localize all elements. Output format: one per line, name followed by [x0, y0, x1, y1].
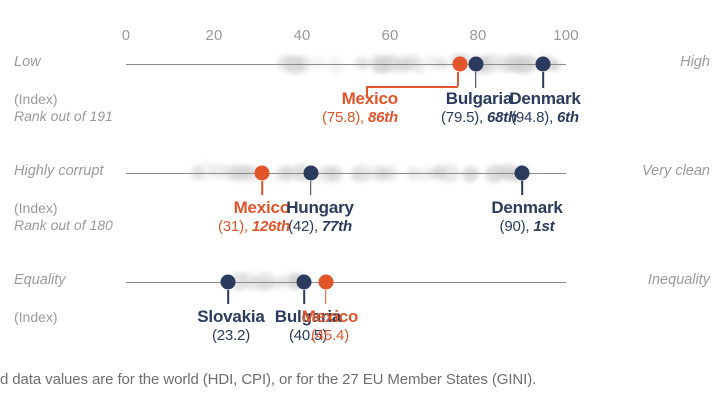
data-point-cpi-hungary[interactable]: [303, 166, 318, 181]
callout-hdi-mexico: Mexico (75.8), 86th: [238, 89, 398, 127]
chart-canvas: 0 20 40 60 80 100 Low High (Index) Rank out of 19…: [0, 0, 724, 404]
callout-rank: 6th: [557, 109, 579, 126]
density-dot: [270, 167, 285, 182]
callout-name: Denmark: [437, 198, 617, 217]
row-sublabel-index-cpi: (Index): [14, 200, 113, 217]
callout-stem: [475, 72, 477, 88]
data-point-gini-mexico[interactable]: [318, 275, 333, 290]
row-sublabel-hdi: (Index) Rank out of 191: [14, 91, 113, 125]
density-dot: [276, 54, 294, 72]
callout-value: (42), 77th: [230, 217, 410, 236]
callout-stem: [227, 290, 229, 304]
row-anchor-left-cpi: Highly corrupt: [14, 163, 103, 179]
callout-cpi-hungary: Hungary (42), 77th: [230, 198, 410, 236]
callout-name: Denmark: [455, 89, 635, 108]
axis-line-cpi: [126, 173, 566, 174]
footnote-text: d data values are for the world (HDI, CP…: [0, 371, 536, 388]
row-anchor-right-cpi: Very clean: [642, 163, 710, 179]
callout-value-number: (90),: [500, 218, 530, 235]
density-dot: [350, 167, 364, 181]
callout-name: Mexico: [240, 307, 420, 326]
density-dot: [460, 166, 477, 183]
axis-line-hdi: [126, 64, 566, 65]
data-point-hdi-bulgaria[interactable]: [468, 57, 483, 72]
row-sublabel-rank-cpi: Rank out of 180: [14, 217, 113, 234]
callout-value-number: (75.8),: [322, 109, 364, 126]
callout-name: Mexico: [238, 89, 398, 108]
data-point-hdi-mexico[interactable]: [452, 57, 467, 72]
axis-tick-label: 40: [293, 27, 310, 44]
density-dot: [239, 164, 255, 180]
elbow-vertical-near: [457, 72, 459, 86]
row-anchor-left-hdi: Low: [14, 54, 41, 70]
data-point-cpi-denmark[interactable]: [515, 166, 530, 181]
callout-value-number: (94.8),: [511, 109, 553, 126]
density-dot: [312, 55, 327, 70]
density-dot: [496, 165, 508, 177]
density-dot: [190, 167, 204, 181]
axis-tick-label: 0: [122, 27, 131, 44]
row-anchor-right-hdi: High: [680, 54, 710, 70]
row-anchor-right-gini: Inequality: [648, 272, 710, 288]
data-point-gini-slovakia[interactable]: [221, 275, 236, 290]
callout-name: Hungary: [230, 198, 410, 217]
data-point-hdi-denmark[interactable]: [536, 57, 551, 72]
callout-stem: [262, 181, 264, 195]
axis-tick-label: 60: [381, 27, 398, 44]
row-sublabel-index-hdi: (Index): [14, 91, 113, 108]
axis-tick-label: 20: [205, 27, 222, 44]
callout-stem: [542, 72, 544, 88]
axis-tick-label: 100: [553, 27, 579, 44]
callout-value: (45.4): [240, 326, 420, 345]
row-anchor-left-gini: Equality: [14, 272, 66, 288]
density-dot: [246, 276, 261, 291]
callout-stem: [310, 181, 312, 195]
row-sublabel-cpi: (Index) Rank out of 180: [14, 200, 113, 234]
axis-line-gini: [126, 282, 566, 283]
row-sublabel-rank-hdi: Rank out of 191: [14, 108, 113, 125]
axis-tick-label: 80: [469, 27, 486, 44]
density-dot: [327, 56, 345, 74]
callout-gini-mexico: Mexico (45.4): [240, 307, 420, 345]
callout-value: (94.8), 6th: [455, 108, 635, 127]
callout-value-number: (45.4): [311, 327, 349, 344]
density-dot: [211, 163, 228, 180]
density-dot: [326, 165, 344, 183]
callout-value-number: (42),: [288, 218, 318, 235]
callout-stem: [325, 290, 327, 304]
data-point-cpi-mexico[interactable]: [255, 166, 270, 181]
data-point-gini-bulgaria[interactable]: [297, 275, 312, 290]
callout-rank: 1st: [533, 218, 554, 235]
density-dot: [379, 167, 393, 181]
row-sublabel-index-gini: (Index): [14, 309, 58, 326]
callout-rank: 77th: [322, 218, 352, 235]
callout-value: (75.8), 86th: [238, 108, 398, 127]
elbow-horizontal: [366, 86, 458, 88]
callout-value: (90), 1st: [437, 217, 617, 236]
callout-cpi-denmark: Denmark (90), 1st: [437, 198, 617, 236]
callout-stem: [303, 290, 305, 304]
row-sublabel-gini: (Index): [14, 309, 58, 326]
callout-stem: [521, 181, 523, 195]
density-dot: [354, 56, 368, 70]
callout-hdi-denmark: Denmark (94.8), 6th: [455, 89, 635, 127]
